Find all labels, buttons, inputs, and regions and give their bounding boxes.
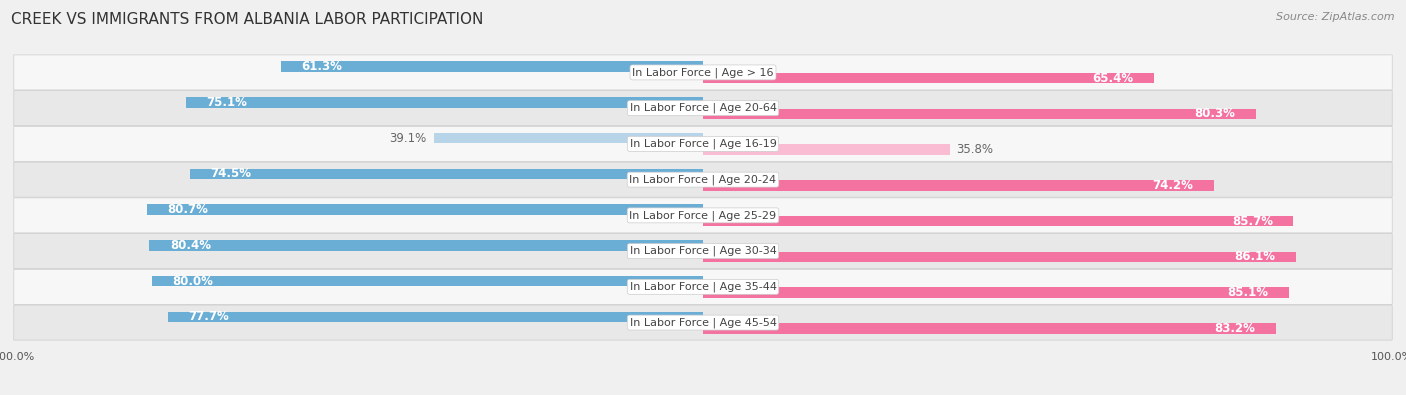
Bar — [148, 204, 703, 215]
Text: In Labor Force | Age 16-19: In Labor Force | Age 16-19 — [630, 139, 776, 149]
Bar — [152, 276, 703, 286]
Bar — [281, 61, 703, 72]
Bar — [703, 180, 1215, 191]
Text: In Labor Force | Age 20-64: In Labor Force | Age 20-64 — [630, 103, 776, 113]
FancyBboxPatch shape — [14, 198, 1392, 233]
Bar — [167, 312, 703, 322]
Text: In Labor Force | Age 30-34: In Labor Force | Age 30-34 — [630, 246, 776, 256]
Text: In Labor Force | Age > 16: In Labor Force | Age > 16 — [633, 67, 773, 78]
Text: In Labor Force | Age 35-44: In Labor Force | Age 35-44 — [630, 282, 776, 292]
FancyBboxPatch shape — [14, 90, 1392, 126]
Text: 39.1%: 39.1% — [389, 132, 427, 145]
Bar — [703, 252, 1296, 262]
Text: 65.4%: 65.4% — [1092, 71, 1133, 85]
Text: 83.2%: 83.2% — [1215, 322, 1256, 335]
Text: 74.5%: 74.5% — [211, 167, 252, 181]
Bar — [703, 144, 949, 155]
Text: 80.0%: 80.0% — [173, 275, 214, 288]
Text: 35.8%: 35.8% — [956, 143, 994, 156]
FancyBboxPatch shape — [14, 126, 1392, 162]
Text: 74.2%: 74.2% — [1153, 179, 1194, 192]
Bar — [433, 133, 703, 143]
Text: 75.1%: 75.1% — [207, 96, 247, 109]
Bar — [703, 216, 1294, 226]
Text: Source: ZipAtlas.com: Source: ZipAtlas.com — [1277, 12, 1395, 22]
Bar — [703, 323, 1277, 334]
Text: 85.1%: 85.1% — [1227, 286, 1268, 299]
Text: 80.4%: 80.4% — [170, 239, 211, 252]
Text: In Labor Force | Age 45-54: In Labor Force | Age 45-54 — [630, 317, 776, 328]
Bar — [190, 169, 703, 179]
Text: 77.7%: 77.7% — [188, 310, 229, 324]
Text: In Labor Force | Age 25-29: In Labor Force | Age 25-29 — [630, 210, 776, 221]
FancyBboxPatch shape — [14, 269, 1392, 305]
FancyBboxPatch shape — [14, 233, 1392, 269]
Bar — [703, 73, 1153, 83]
FancyBboxPatch shape — [14, 305, 1392, 340]
Text: 80.7%: 80.7% — [167, 203, 208, 216]
Text: In Labor Force | Age 20-24: In Labor Force | Age 20-24 — [630, 174, 776, 185]
Text: 80.3%: 80.3% — [1195, 107, 1236, 120]
Bar — [703, 109, 1256, 119]
Text: 85.7%: 85.7% — [1232, 214, 1272, 228]
Text: 61.3%: 61.3% — [301, 60, 342, 73]
Legend: Creek, Immigrants from Albania: Creek, Immigrants from Albania — [579, 394, 827, 395]
FancyBboxPatch shape — [14, 55, 1392, 90]
Bar — [186, 97, 703, 108]
FancyBboxPatch shape — [14, 162, 1392, 197]
Text: 86.1%: 86.1% — [1234, 250, 1275, 263]
Bar — [149, 240, 703, 251]
Text: CREEK VS IMMIGRANTS FROM ALBANIA LABOR PARTICIPATION: CREEK VS IMMIGRANTS FROM ALBANIA LABOR P… — [11, 12, 484, 27]
Bar — [703, 287, 1289, 298]
